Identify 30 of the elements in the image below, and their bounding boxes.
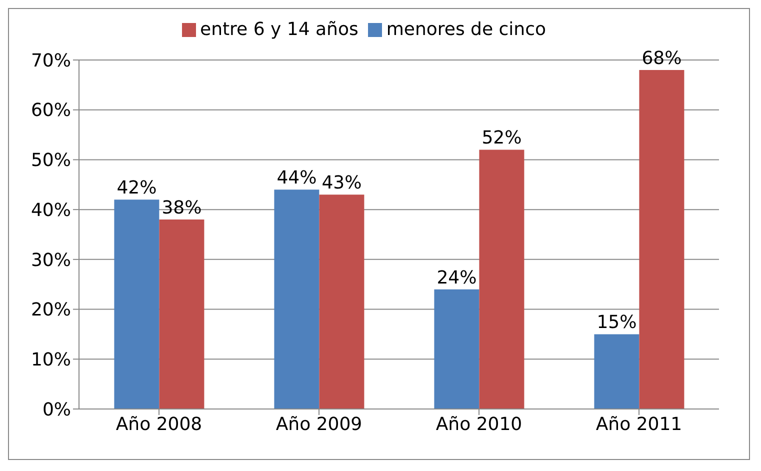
data-label: 42%: [116, 178, 157, 199]
bar: [159, 220, 204, 409]
data-label: 38%: [162, 198, 202, 219]
data-label: 43%: [322, 172, 362, 194]
y-tick-label: 70%: [30, 50, 71, 72]
y-tick-label: 0%: [42, 399, 71, 420]
x-tick-label: Año 2009: [276, 414, 362, 435]
x-tick-label: Año 2010: [436, 414, 522, 435]
bar: [594, 334, 640, 409]
data-label: 44%: [276, 168, 317, 189]
y-tick-label: 30%: [30, 250, 71, 271]
bar: [319, 194, 364, 409]
y-tick-label: 60%: [30, 100, 71, 122]
x-tick-label: Año 2011: [596, 414, 682, 435]
bar: [434, 289, 480, 409]
y-tick-label: 20%: [30, 300, 71, 321]
bar: [479, 150, 524, 409]
bar: [114, 200, 160, 409]
bar: [274, 190, 320, 409]
bar: [639, 70, 684, 409]
x-tick-label: Año 2008: [116, 414, 202, 435]
data-label: 24%: [436, 267, 477, 288]
y-tick-label: 50%: [30, 150, 71, 172]
y-tick-label: 10%: [30, 350, 71, 371]
y-tick-label: 40%: [30, 200, 71, 221]
data-label: 68%: [642, 48, 682, 69]
data-label: 15%: [596, 312, 637, 334]
legend-label: menores de cinco: [386, 19, 546, 40]
data-label: 52%: [482, 128, 522, 149]
legend-label: entre 6 y 14 años: [200, 19, 358, 40]
